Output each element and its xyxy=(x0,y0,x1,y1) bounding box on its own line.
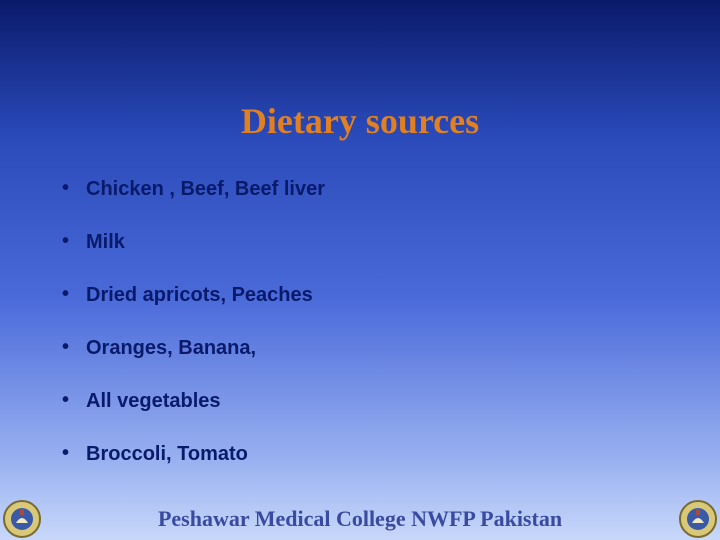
list-item: Oranges, Banana, xyxy=(62,337,660,360)
logo-left-icon xyxy=(0,498,44,540)
footer: Peshawar Medical College NWFP Pakistan xyxy=(0,498,720,540)
logo-right-icon xyxy=(676,498,720,540)
list-item: Milk xyxy=(62,231,660,254)
list-item: Broccoli, Tomato xyxy=(62,443,660,466)
footer-text: Peshawar Medical College NWFP Pakistan xyxy=(44,506,676,532)
slide-title: Dietary sources xyxy=(0,100,720,142)
list-item: Dried apricots, Peaches xyxy=(62,284,660,307)
list-item: Chicken , Beef, Beef liver xyxy=(62,178,660,201)
slide: Dietary sources Chicken , Beef, Beef liv… xyxy=(0,0,720,540)
list-item: All vegetables xyxy=(62,390,660,413)
bullet-list: Chicken , Beef, Beef liver Milk Dried ap… xyxy=(62,178,660,496)
